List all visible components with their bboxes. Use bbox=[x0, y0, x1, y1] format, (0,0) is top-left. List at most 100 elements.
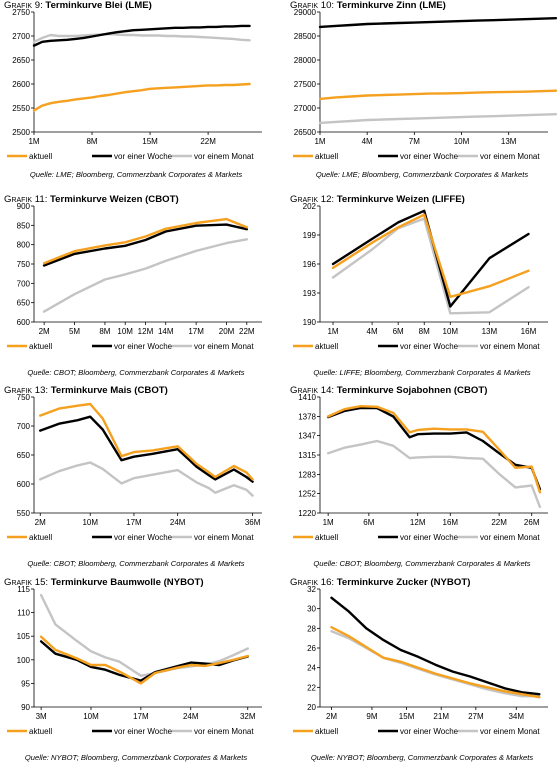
legend-label-week: vor einer Woche bbox=[114, 727, 173, 736]
chart-title: Grafik 16: Terminkurve Zucker (NYBOT) bbox=[290, 577, 470, 588]
series-line-week bbox=[326, 406, 542, 491]
y-tick-label: 2750 bbox=[12, 8, 30, 17]
y-tick-label: 800 bbox=[17, 241, 31, 250]
chart-svg: 90 95 100 105 110 115 3M 10M 17M 24M 32M aktuell vor… bbox=[7, 585, 262, 736]
chart-title: Grafik 10: Terminkurve Zinn (LME) bbox=[290, 0, 446, 11]
legend-label-aktuell: aktuell bbox=[29, 727, 52, 736]
x-tick-label: 22M bbox=[239, 327, 255, 336]
y-tick-label: 115 bbox=[17, 585, 30, 594]
y-tick-label: 100 bbox=[17, 656, 31, 665]
chart-svg: 600 650 700 750 800 850 900 2M 5M 8M 10M 12M 14M 17M 2… bbox=[7, 202, 262, 351]
series-line-month bbox=[42, 238, 249, 313]
chart-panel-7: Grafik 16: Terminkurve Zucker (NYBOT) 20… bbox=[290, 577, 554, 765]
x-tick-label: 17M bbox=[126, 518, 142, 527]
x-tick-label: 10M bbox=[117, 327, 133, 336]
series-line-week bbox=[331, 209, 530, 308]
y-tick-label: 26 bbox=[307, 644, 316, 653]
y-tick-label: 650 bbox=[17, 451, 31, 460]
legend-label-aktuell: aktuell bbox=[315, 727, 338, 736]
chart-title-text: Terminkurve Mais (CBOT) bbox=[50, 385, 168, 396]
y-tick-label: 105 bbox=[17, 632, 31, 641]
x-tick-label: 7M bbox=[409, 137, 420, 146]
x-tick-label: 32M bbox=[240, 712, 256, 721]
x-tick-label: 8M bbox=[99, 327, 110, 336]
chart-svg: 26500 27000 27500 28000 28500 29000 1M 4M 7M 10M 1… bbox=[293, 8, 558, 161]
chart-title: Grafik 9: Terminkurve Blei (LME) bbox=[4, 0, 152, 11]
series-line-week bbox=[42, 223, 249, 267]
chart-panel-2: Grafik 11: Terminkurve Weizen (CBOT) 600… bbox=[4, 194, 268, 382]
legend-label-month: vor einem Monat bbox=[194, 342, 254, 351]
x-tick-label: 34M bbox=[508, 712, 524, 721]
series-line-month bbox=[326, 439, 542, 509]
x-tick-label: 12M bbox=[138, 327, 154, 336]
y-tick-label: 29000 bbox=[294, 8, 317, 17]
chart-source: Quelle: NYBOT; Bloomberg, Commerzbank Co… bbox=[310, 753, 534, 762]
y-tick-label: 1220 bbox=[298, 509, 316, 518]
x-tick-label: 15M bbox=[142, 137, 158, 146]
y-tick-label: 20 bbox=[307, 703, 316, 712]
y-tick-label: 750 bbox=[17, 393, 31, 402]
legend-label-aktuell: aktuell bbox=[29, 342, 52, 351]
series-line-aktuell bbox=[39, 635, 250, 685]
chart-panel-5: Grafik 14: Terminkurve Sojabohnen (CBOT)… bbox=[290, 385, 554, 573]
x-tick-label: 4M bbox=[362, 137, 373, 146]
series-line-aktuell bbox=[318, 89, 558, 101]
y-tick-label: 1347 bbox=[298, 431, 316, 440]
series-line-month bbox=[39, 461, 254, 497]
chart-svg: 20 22 24 26 28 30 32 2M 9M 15M 21M 27M 34M aktuell vor… bbox=[293, 585, 548, 736]
y-tick-label: 1378 bbox=[298, 413, 316, 422]
y-tick-label: 22 bbox=[307, 683, 316, 692]
x-tick-label: 24M bbox=[183, 712, 199, 721]
x-tick-label: 5M bbox=[69, 327, 80, 336]
chart-title-prefix: Grafik 12: bbox=[290, 194, 337, 205]
x-tick-label: 2M bbox=[39, 327, 50, 336]
legend-label-aktuell: aktuell bbox=[315, 152, 338, 161]
legend-label-month: vor einem Monat bbox=[480, 152, 540, 161]
x-tick-label: 1M bbox=[323, 518, 334, 527]
x-tick-label: 15M bbox=[399, 712, 415, 721]
x-tick-label: 16M bbox=[443, 518, 459, 527]
y-tick-label: 650 bbox=[17, 299, 31, 308]
legend-label-month: vor einem Monat bbox=[194, 533, 254, 542]
y-tick-label: 600 bbox=[17, 318, 31, 327]
x-tick-label: 14M bbox=[158, 327, 174, 336]
legend-label-month: vor einem Monat bbox=[480, 533, 540, 542]
legend-label-aktuell: aktuell bbox=[315, 533, 338, 542]
chart-title-prefix: Grafik 16: bbox=[290, 577, 337, 588]
y-tick-label: 24 bbox=[307, 664, 316, 673]
x-tick-label: 21M bbox=[433, 712, 449, 721]
legend-label-aktuell: aktuell bbox=[29, 533, 52, 542]
chart-title: Grafik 15: Terminkurve Baumwolle (NYBOT) bbox=[4, 577, 204, 588]
y-tick-label: 28 bbox=[307, 624, 316, 633]
legend-label-month: vor einem Monat bbox=[480, 727, 540, 736]
y-tick-label: 1315 bbox=[298, 451, 316, 460]
series-line-aktuell bbox=[32, 82, 251, 112]
x-tick-label: 17M bbox=[188, 327, 204, 336]
series-line-aktuell bbox=[326, 405, 542, 494]
chart-title-prefix: Grafik 14: bbox=[290, 385, 337, 396]
x-tick-label: 17M bbox=[133, 712, 149, 721]
series-line-week bbox=[39, 415, 254, 483]
y-tick-label: 199 bbox=[303, 231, 317, 240]
legend-label-week: vor einer Woche bbox=[114, 152, 173, 161]
x-tick-label: 2M bbox=[35, 518, 46, 527]
x-tick-label: 26M bbox=[524, 518, 540, 527]
chart-panel-0: Grafik 9: Terminkurve Blei (LME) 2500 255… bbox=[4, 0, 268, 188]
y-tick-label: 2500 bbox=[12, 128, 30, 137]
y-tick-label: 850 bbox=[17, 221, 31, 230]
series-line-week bbox=[318, 17, 558, 29]
y-tick-label: 32 bbox=[307, 585, 316, 594]
x-tick-label: 27M bbox=[468, 712, 484, 721]
chart-title-text: Terminkurve Baumwolle (NYBOT) bbox=[50, 577, 204, 588]
y-tick-label: 28000 bbox=[294, 56, 317, 65]
chart-svg: 1220 1252 1283 1315 1347 1378 1410 1M 6M 12M 16M 22… bbox=[293, 393, 548, 542]
x-tick-label: 22M bbox=[491, 518, 507, 527]
legend-label-aktuell: aktuell bbox=[29, 152, 52, 161]
legend-label-week: vor einer Woche bbox=[400, 152, 459, 161]
legend-label-week: vor einer Woche bbox=[114, 342, 173, 351]
chart-panel-3: Grafik 12: Terminkurve Weizen (LIFFE) 19… bbox=[290, 194, 554, 382]
x-tick-label: 3M bbox=[36, 712, 47, 721]
chart-title-prefix: Grafik 15: bbox=[4, 577, 51, 588]
chart-panel-1: Grafik 10: Terminkurve Zinn (LME) 26500 2… bbox=[290, 0, 558, 188]
y-tick-label: 26500 bbox=[294, 128, 317, 137]
